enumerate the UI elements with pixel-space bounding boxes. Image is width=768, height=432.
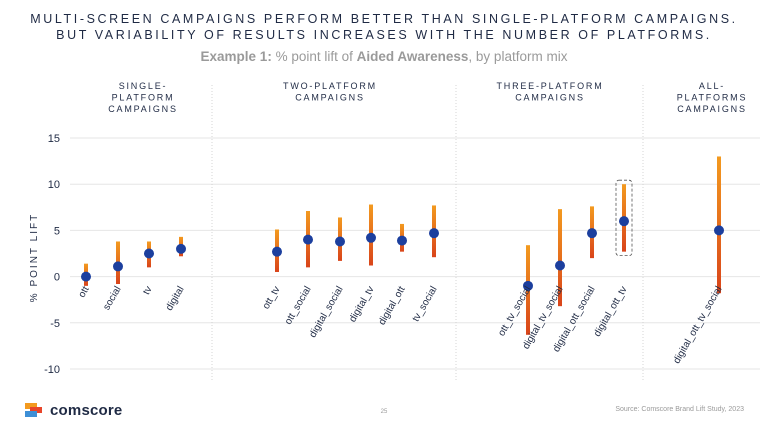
group-label-line: PLATFORM xyxy=(112,93,175,103)
subtitle-text-2: , by platform mix xyxy=(468,49,568,64)
mean-point xyxy=(366,232,376,243)
y-tick-label: 5 xyxy=(54,225,60,237)
mean-point xyxy=(176,243,186,254)
mean-point xyxy=(113,261,123,272)
group-label-line: THREE-PLATFORM xyxy=(496,81,603,91)
comscore-logo: comscore xyxy=(24,400,122,420)
range-bar xyxy=(717,156,721,294)
chart-title-line-1: MULTI-SCREEN CAMPAIGNS PERFORM BETTER TH… xyxy=(30,12,738,26)
source-note: Source: Comscore Brand Lift Study, 2023 xyxy=(615,406,744,413)
category-label: digital_social xyxy=(307,285,345,340)
group-label-line: TWO-PLATFORM xyxy=(283,81,377,91)
group-label-line: CAMPAIGNS xyxy=(677,104,747,114)
mean-point xyxy=(81,271,91,282)
y-tick-label: 15 xyxy=(48,133,60,145)
mean-point xyxy=(619,216,629,227)
mean-point xyxy=(429,228,439,239)
subtitle-example: Example 1: xyxy=(200,49,272,64)
category-label: ott_social xyxy=(283,285,314,327)
logo-block-red xyxy=(30,407,42,413)
mean-point xyxy=(555,260,565,271)
y-tick-label: -10 xyxy=(44,364,60,376)
category-label: tv xyxy=(141,285,154,297)
mean-point xyxy=(303,234,313,245)
category-label: ott_tv xyxy=(261,285,283,312)
category-label: digital_tv xyxy=(347,285,376,325)
group-label-line: CAMPAIGNS xyxy=(108,104,178,114)
category-label: digital_ott_tv xyxy=(592,285,630,339)
range-bar xyxy=(558,209,562,307)
y-tick-label: 10 xyxy=(48,179,60,191)
chart-title-line-2: BUT VARIABILITY OF RESULTS INCREASES WIT… xyxy=(56,28,712,42)
y-tick-label: -5 xyxy=(50,318,60,330)
mean-point xyxy=(587,228,597,239)
subtitle-text-1: % point lift of xyxy=(271,49,357,64)
group-label-line: CAMPAIGNS xyxy=(515,93,585,103)
group-label-line: ALL- xyxy=(699,81,725,91)
y-tick-label: 0 xyxy=(54,272,60,284)
group-label-line: SINGLE- xyxy=(119,81,168,91)
mean-point xyxy=(272,246,282,257)
chart-subtitle: Example 1: % point lift of Aided Awarene… xyxy=(0,49,768,64)
mean-point xyxy=(144,248,154,259)
category-label: digital xyxy=(164,285,187,313)
category-label: ott xyxy=(77,284,92,299)
highlight-box xyxy=(615,179,633,257)
category-label: social xyxy=(101,285,123,313)
subtitle-metric: Aided Awareness xyxy=(356,49,469,64)
mean-point xyxy=(335,236,345,247)
mean-point xyxy=(714,225,724,236)
mean-point xyxy=(523,280,533,291)
category-label: digital_ott xyxy=(377,284,408,327)
category-label: tv_social xyxy=(411,285,440,324)
logo-block-orange xyxy=(25,403,37,409)
logo-block-blue xyxy=(25,411,37,417)
comscore-logo-icon xyxy=(25,403,42,417)
y-axis-label: % POINT LIFT xyxy=(29,213,40,302)
logo-text: comscore xyxy=(50,401,123,419)
group-label-line: CAMPAIGNS xyxy=(295,93,365,103)
mean-point xyxy=(397,235,407,246)
category-label: digital_ott_tv_social xyxy=(671,285,724,366)
page-number: 25 xyxy=(380,409,388,415)
group-label-line: PLATFORMS xyxy=(677,93,748,103)
